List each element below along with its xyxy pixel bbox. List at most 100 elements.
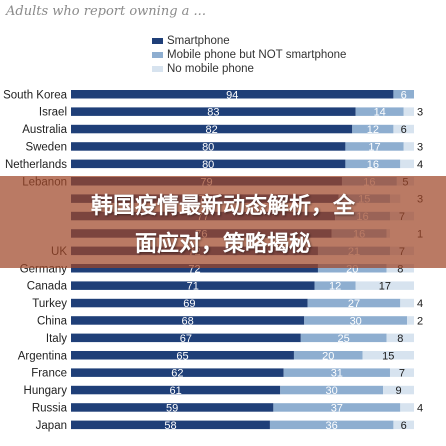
data-label-smartphone-turkey: 69 <box>183 298 195 310</box>
data-label-no-mobile-sweden: 3 <box>417 141 423 153</box>
data-label-smartphone-south-korea: 94 <box>226 89 238 101</box>
category-label-hungary: Hungary <box>24 385 68 397</box>
legend-item-mobile-not-smart: Mobile phone but NOT smartphone <box>152 48 346 62</box>
data-label-no-mobile-italy: 8 <box>397 333 403 345</box>
bar-smartphone-canada <box>71 281 315 290</box>
bar-mobile-not-smart-sweden <box>345 142 404 151</box>
bar-smartphone-russia <box>71 403 274 412</box>
data-label-no-mobile-israel: 3 <box>417 107 423 119</box>
bar-mobile-not-smart-canada <box>314 281 356 290</box>
bar-mobile-not-smart-israel <box>355 107 404 116</box>
data-label-no-mobile-canada: 17 <box>379 281 391 293</box>
data-label-no-mobile-australia: 6 <box>401 124 407 136</box>
data-label-no-mobile-russia: 4 <box>417 402 423 414</box>
bar-smartphone-sweden <box>71 142 346 151</box>
bar-no-mobile-netherlands <box>400 159 414 169</box>
legend-item-no-mobile: No mobile phone <box>152 62 346 76</box>
bar-no-mobile-italy <box>386 333 414 343</box>
data-label-no-mobile-argentina: 15 <box>382 350 394 362</box>
bar-mobile-not-smart-russia <box>273 403 401 412</box>
data-label-mobile-not-smart-sweden: 17 <box>368 141 380 153</box>
bar-smartphone-japan <box>71 420 270 430</box>
bar-mobile-not-smart-italy <box>300 333 387 343</box>
bar-mobile-not-smart-argentina <box>293 351 363 360</box>
data-label-mobile-not-smart-italy: 25 <box>338 333 350 345</box>
bar-no-mobile-turkey <box>400 298 414 308</box>
category-label-turkey: Turkey <box>32 298 67 310</box>
bar-no-mobile-russia <box>400 403 414 412</box>
bar-smartphone-germany <box>71 264 318 273</box>
legend-label-mobile-not-smart: Mobile phone but NOT smartphone <box>167 49 347 61</box>
data-label-smartphone-japan: 58 <box>164 420 176 432</box>
legend: Smartphone Mobile phone but NOT smartpho… <box>152 34 346 76</box>
bar-smartphone-france <box>71 368 284 377</box>
data-label-mobile-not-smart-israel: 14 <box>374 107 386 119</box>
bar-smartphone-australia <box>71 124 353 134</box>
bar-no-mobile-germany <box>386 264 414 273</box>
legend-swatch-smartphone <box>152 38 163 44</box>
data-label-no-mobile-germany: 8 <box>397 263 403 275</box>
legend-item-smartphone: Smartphone <box>152 34 346 48</box>
banner-line-2: 面应对，策略揭秘 <box>134 232 311 257</box>
bar-no-mobile-china <box>407 316 414 325</box>
data-label-mobile-not-smart-south-korea: 6 <box>401 89 407 101</box>
category-label-israel: Israel <box>39 107 67 119</box>
category-label-australia: Australia <box>22 124 67 136</box>
data-label-smartphone-russia: 59 <box>166 402 178 414</box>
data-label-mobile-not-smart-hungary: 30 <box>326 385 338 397</box>
overlay-banner: 韩国疫情最新动态解析，全 面应对，策略揭秘 <box>0 176 446 268</box>
bar-smartphone-south-korea <box>71 90 394 99</box>
category-label-russia: Russia <box>32 402 68 414</box>
bar-mobile-not-smart-germany <box>317 264 387 273</box>
data-label-smartphone-australia: 82 <box>206 124 218 136</box>
bar-no-mobile-israel <box>403 107 414 116</box>
bar-no-mobile-hungary <box>383 385 414 395</box>
bar-smartphone-israel <box>71 107 356 116</box>
bar-mobile-not-smart-japan <box>269 420 394 430</box>
data-label-smartphone-france: 62 <box>171 368 183 380</box>
data-label-no-mobile-france: 7 <box>399 368 405 380</box>
legend-label-smartphone: Smartphone <box>167 35 230 47</box>
data-label-smartphone-israel: 83 <box>207 107 219 119</box>
bar-mobile-not-smart-south-korea <box>393 90 414 99</box>
data-label-smartphone-netherlands: 80 <box>202 159 214 171</box>
category-label-canada: Canada <box>27 281 68 293</box>
category-label-sweden: Sweden <box>25 141 67 153</box>
data-label-smartphone-argentina: 65 <box>176 350 188 362</box>
category-label-south-korea: South Korea <box>3 89 68 101</box>
data-label-smartphone-china: 68 <box>181 315 193 327</box>
bar-smartphone-turkey <box>71 298 308 308</box>
data-label-mobile-not-smart-canada: 12 <box>329 281 341 293</box>
category-label-netherlands: Netherlands <box>5 159 67 171</box>
category-label-china: China <box>37 315 68 327</box>
data-label-smartphone-italy: 67 <box>180 333 192 345</box>
data-label-mobile-not-smart-france: 31 <box>331 368 343 380</box>
data-label-mobile-not-smart-japan: 36 <box>326 420 338 432</box>
legend-label-no-mobile: No mobile phone <box>167 63 254 75</box>
data-label-no-mobile-japan: 6 <box>401 420 407 432</box>
bar-no-mobile-sweden <box>403 142 414 151</box>
bar-mobile-not-smart-hungary <box>280 385 384 395</box>
data-label-mobile-not-smart-china: 30 <box>350 315 362 327</box>
bar-no-mobile-france <box>389 368 414 377</box>
data-label-smartphone-hungary: 61 <box>169 385 181 397</box>
legend-swatch-no-mobile <box>152 66 163 72</box>
data-label-smartphone-sweden: 80 <box>202 141 214 153</box>
bar-smartphone-italy <box>71 333 301 343</box>
data-label-mobile-not-smart-netherlands: 16 <box>367 159 379 171</box>
chart-title: Adults who report owning a ... <box>6 4 206 19</box>
data-label-no-mobile-netherlands: 4 <box>417 159 423 171</box>
bar-mobile-not-smart-netherlands <box>345 159 401 169</box>
bar-smartphone-hungary <box>71 385 281 395</box>
category-label-france: France <box>31 368 67 380</box>
category-label-japan: Japan <box>36 420 67 432</box>
category-label-italy: Italy <box>46 333 67 345</box>
bar-no-mobile-canada <box>355 281 414 290</box>
bar-mobile-not-smart-turkey <box>307 298 401 308</box>
bar-smartphone-netherlands <box>71 159 346 169</box>
data-label-mobile-not-smart-australia: 12 <box>367 124 379 136</box>
bar-mobile-not-smart-china <box>304 316 408 325</box>
bar-smartphone-china <box>71 316 305 325</box>
data-label-no-mobile-china: 2 <box>417 315 423 327</box>
bar-mobile-not-smart-australia <box>352 124 394 134</box>
